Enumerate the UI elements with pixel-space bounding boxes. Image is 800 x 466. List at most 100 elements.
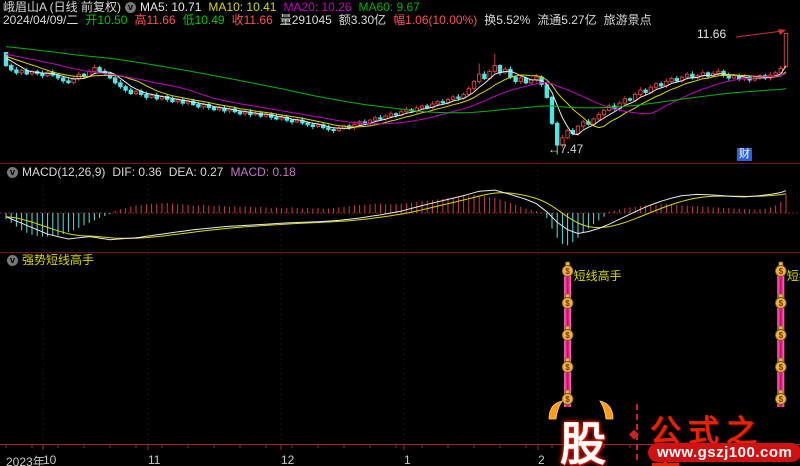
svg-text:$: $ [779, 395, 784, 404]
collapse-icon[interactable]: v [7, 167, 18, 179]
candle-body [274, 116, 279, 120]
candle-body [451, 96, 456, 100]
candle-body [315, 124, 321, 128]
money-bag-icon: $ [561, 389, 574, 405]
candle-body [144, 93, 149, 98]
candle-body [66, 80, 71, 84]
candle-body [305, 122, 310, 126]
candle-body [419, 105, 425, 109]
dif-line [5, 189, 787, 241]
candle-body [19, 69, 24, 74]
macd-label: DIF: 0.36 [112, 165, 162, 179]
candle-body [471, 80, 477, 90]
logo-gu-character: 股 [560, 419, 606, 466]
money-bag-icon: $ [774, 389, 787, 405]
candlestick-chart[interactable] [0, 0, 800, 163]
candle-body [128, 89, 134, 95]
candle-body [196, 104, 201, 108]
macd-header: v MACD(12,26,9) DIF: 0.36 DEA: 0.27 MACD: 0.… [3, 166, 303, 179]
candle-body [638, 89, 643, 95]
quote-segment: 旅游景点 [603, 13, 652, 27]
candle-body [456, 96, 461, 99]
quote-segment: 低10.49 [182, 13, 225, 27]
axis-month-label: 11 [148, 453, 161, 466]
candle-body [258, 112, 264, 117]
svg-text:$: $ [565, 395, 570, 404]
candle-body [581, 121, 586, 127]
candle-body [97, 67, 102, 72]
candle-body [633, 93, 638, 101]
ma-value-labels: MA5: 10.71 MA10: 10.41 MA20: 10.26 MA60: 9.… [140, 0, 427, 14]
money-bag-icon: $ [561, 325, 574, 341]
cai-news-badge[interactable]: 财 [737, 148, 752, 161]
ma20-line [5, 53, 787, 125]
quote-line: 2024/04/09/二 开10.50 高11.66 低10.49 收11.66 量291… [3, 14, 659, 27]
candle-body [716, 70, 721, 74]
quote-segment: 幅1.06(10.00%) [393, 13, 478, 27]
candle-body [243, 111, 248, 115]
axis-ticks [5, 445, 787, 450]
macd-label: MACD(12,26,9) [22, 165, 106, 179]
signal-indicator-chart[interactable]: $$$$$短线高手$$$$$短线高手 [0, 253, 800, 444]
candle-body [326, 127, 331, 130]
candle-body [653, 83, 659, 88]
candle-body [555, 122, 560, 146]
signal-header: v 强势短线高手 [3, 254, 94, 267]
svg-text:$: $ [779, 267, 784, 276]
candle-body [393, 113, 399, 116]
candle-body [731, 75, 737, 79]
collapse-icon[interactable]: v [7, 255, 18, 267]
candle-body [201, 104, 206, 108]
money-bag-icon: $ [561, 293, 574, 309]
bull-horn-icon [599, 400, 614, 420]
candle-body [175, 99, 180, 103]
macd-chart[interactable] [0, 164, 800, 252]
time-axis[interactable]: 2023年 10 11 12 1 2 [0, 444, 800, 466]
candle-body [310, 124, 316, 128]
ma-label: MA60: 9.67 [358, 0, 420, 14]
svg-text:$: $ [565, 299, 570, 308]
ma-label: MA5: 10.71 [140, 0, 202, 14]
collapse-icon[interactable]: v [125, 2, 137, 14]
signal-label: 短线高手 [574, 268, 622, 283]
svg-text:$: $ [565, 331, 570, 340]
ma10-line [5, 55, 787, 129]
candle-body [295, 119, 300, 123]
candle-body [643, 89, 648, 93]
candle-body [92, 67, 97, 72]
candle-body [373, 117, 378, 121]
candle-body [388, 113, 394, 117]
candle-body [440, 101, 446, 104]
candle-body [237, 111, 243, 115]
candle-body [783, 32, 789, 68]
money-bag-icon: $ [561, 261, 574, 277]
quote-segment: 2024/04/09/二 [3, 13, 79, 27]
axis-month-label: 12 [281, 453, 295, 466]
money-bag-icon: $ [561, 357, 574, 373]
candle-body [9, 65, 14, 71]
candle-body [773, 72, 778, 76]
ma-label: MA20: 10.26 [283, 0, 352, 14]
candle-body [674, 78, 679, 82]
candle-body [591, 118, 596, 125]
candle-body [133, 90, 139, 95]
panel-splitter-1[interactable] [0, 163, 800, 164]
signal-label: 短线高手 [787, 268, 800, 283]
candle-body [497, 65, 503, 74]
gszj-logo: 股 ◆ 公式之家 www.gszj100.com [548, 398, 800, 466]
candle-body [425, 105, 430, 108]
candle-body [113, 77, 118, 84]
candle-body [477, 73, 482, 82]
candle-body [518, 77, 523, 82]
candle-body [565, 130, 570, 139]
candle-body [289, 119, 295, 123]
candle-body [149, 94, 154, 98]
quote-segment: 量291045 [279, 13, 332, 27]
quote-segment: 高11.66 [134, 13, 176, 27]
panel-splitter-2[interactable] [0, 252, 800, 253]
svg-text:$: $ [779, 331, 784, 340]
candle-body [492, 65, 498, 72]
candle-body [627, 98, 633, 101]
quote-segment: 额3.30亿 [338, 13, 387, 27]
